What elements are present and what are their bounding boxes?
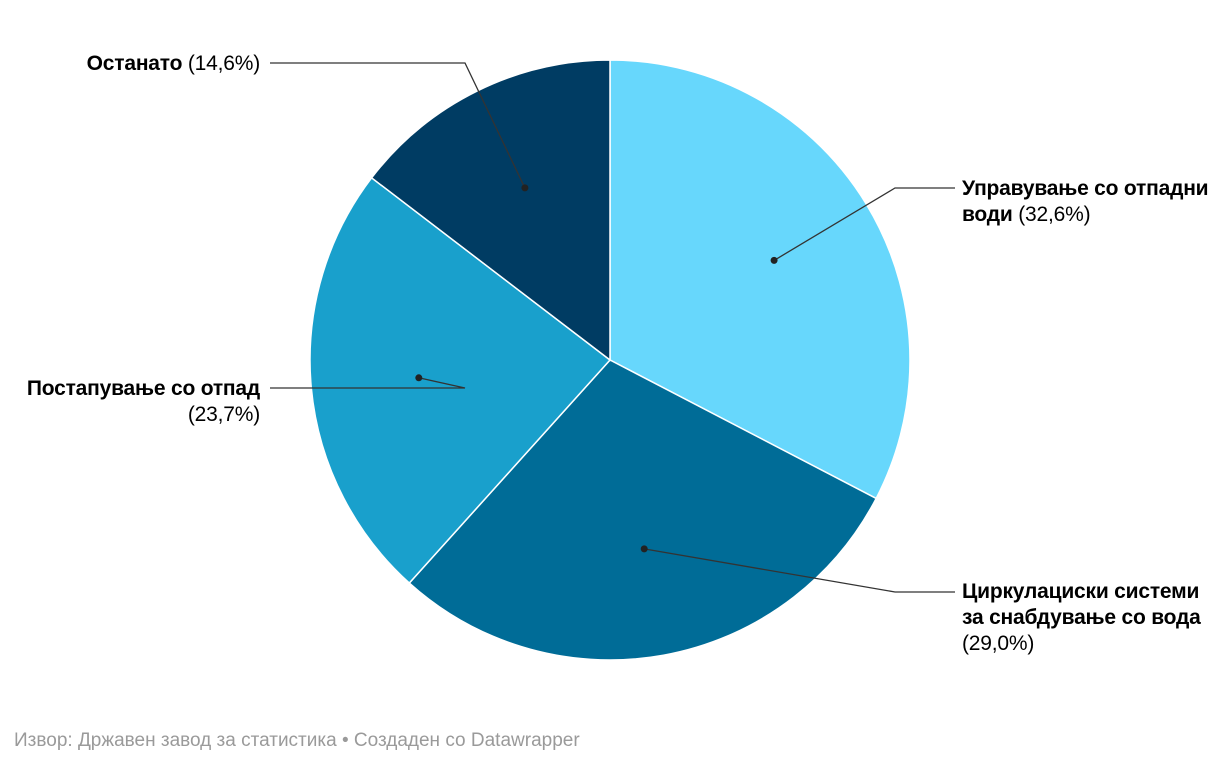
slice-label-2: Постапување со отпад (23,7%) bbox=[20, 376, 260, 428]
leader-dot-1 bbox=[640, 545, 648, 553]
slice-label-2-value: (23,7%) bbox=[187, 403, 260, 426]
slice-label-0-value: (32,6%) bbox=[1018, 203, 1091, 226]
slice-label-3: Останато (14,6%) bbox=[20, 51, 261, 77]
slice-label-3-value: (14,6%) bbox=[187, 52, 260, 75]
slice-label-0: Управување со отпадни води (32,6%) bbox=[962, 176, 1212, 228]
slice-label-3-name: Останато bbox=[86, 52, 183, 75]
leader-dot-2 bbox=[415, 374, 423, 382]
pie-slice-1 bbox=[408, 359, 878, 661]
leader-line-0 bbox=[773, 187, 955, 261]
slice-label-2-name: Постапување со отпад bbox=[26, 377, 260, 400]
slice-label-1: Циркулациски системи за снабдување со во… bbox=[962, 579, 1212, 657]
leader-line-1 bbox=[644, 548, 955, 593]
slice-label-1-name: Циркулациски системи за снабдување со во… bbox=[962, 580, 1201, 629]
leader-dot-0 bbox=[770, 256, 778, 264]
leader-dot-3 bbox=[521, 184, 529, 192]
pie-slice-0 bbox=[609, 59, 911, 500]
pie-slice-3 bbox=[370, 59, 611, 362]
slice-label-0-name: Управување со отпадни води bbox=[962, 177, 1209, 226]
source-note: Извор: Државен завод за статистика • Соз… bbox=[14, 730, 580, 751]
slice-label-1-value: (29,0%) bbox=[962, 632, 1035, 655]
leader-line-3 bbox=[270, 62, 526, 189]
leader-line-2 bbox=[270, 377, 466, 389]
